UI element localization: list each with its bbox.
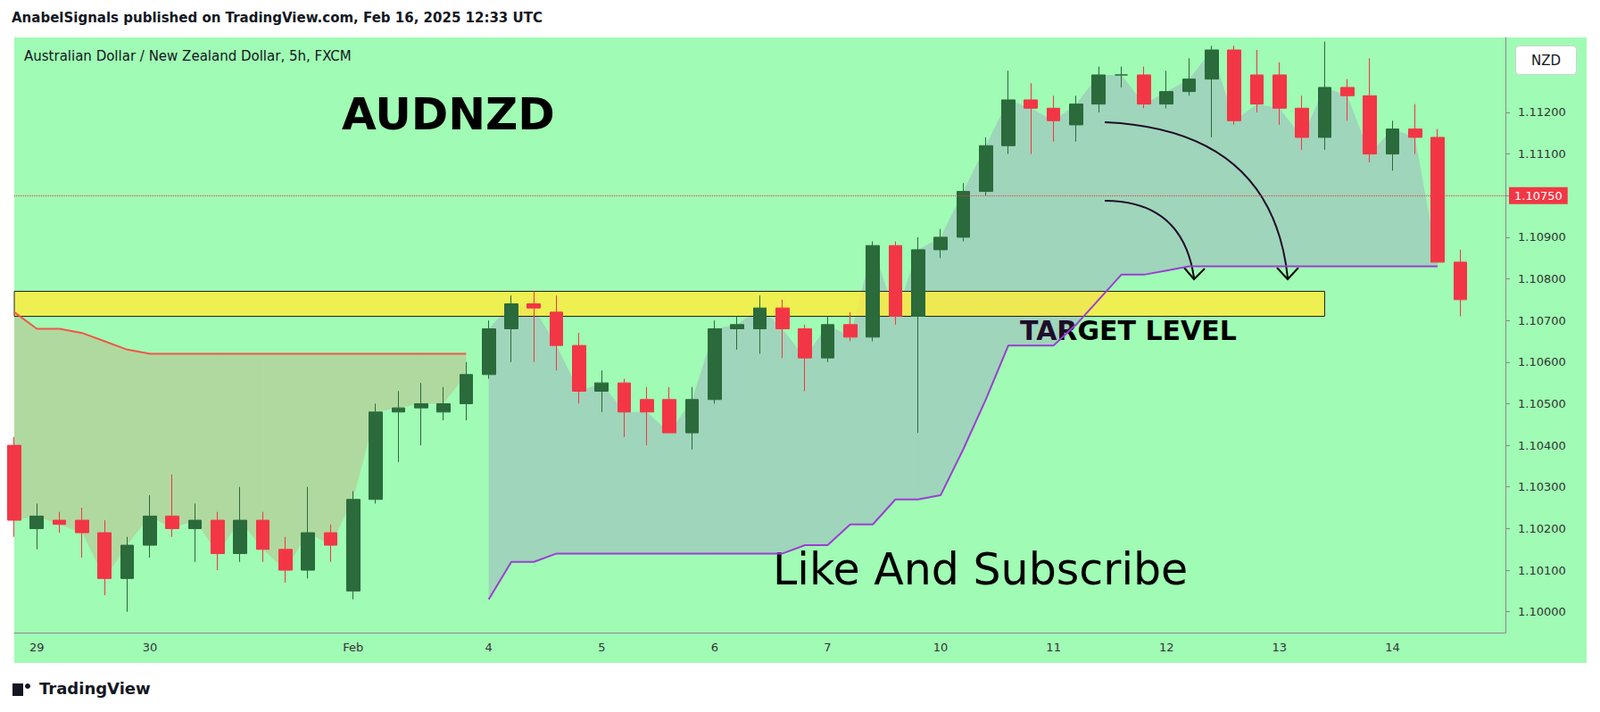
svg-text:1.10200: 1.10200 — [1517, 522, 1567, 536]
svg-text:13: 13 — [1272, 640, 1288, 655]
svg-text:7: 7 — [823, 640, 831, 655]
svg-text:1.11100: 1.11100 — [1517, 147, 1567, 161]
svg-text:Like And Subscribe: Like And Subscribe — [772, 544, 1188, 596]
svg-text:1.10800: 1.10800 — [1517, 272, 1567, 286]
svg-text:1.10400: 1.10400 — [1517, 439, 1567, 453]
svg-text:12: 12 — [1159, 640, 1175, 655]
svg-text:1.10900: 1.10900 — [1517, 230, 1567, 244]
svg-text:5: 5 — [597, 640, 606, 655]
svg-text:NZD: NZD — [1531, 52, 1561, 69]
svg-text:1.10700: 1.10700 — [1517, 314, 1567, 328]
svg-text:4: 4 — [485, 640, 493, 655]
svg-text:TradingView: TradingView — [39, 679, 151, 698]
svg-text:6: 6 — [711, 640, 719, 655]
svg-text:30: 30 — [142, 640, 158, 655]
svg-text:1.11200: 1.11200 — [1517, 105, 1567, 119]
svg-text:1.10100: 1.10100 — [1517, 563, 1567, 578]
svg-text:1.10750: 1.10750 — [1514, 189, 1563, 203]
svg-text:11: 11 — [1045, 640, 1062, 655]
svg-text:AUDNZD: AUDNZD — [341, 88, 556, 141]
svg-text:14: 14 — [1384, 640, 1401, 655]
svg-text:AnabelSignals published on Tra: AnabelSignals published on TradingView.c… — [11, 9, 543, 26]
svg-text:1.10600: 1.10600 — [1517, 355, 1567, 369]
svg-text:TARGET LEVEL: TARGET LEVEL — [1019, 314, 1237, 346]
svg-text:Feb: Feb — [342, 640, 364, 655]
svg-text:1.10500: 1.10500 — [1517, 397, 1567, 411]
svg-text:10: 10 — [933, 640, 949, 655]
svg-text:1.10300: 1.10300 — [1517, 480, 1567, 494]
svg-text:Australian Dollar / New Zealan: Australian Dollar / New Zealand Dollar, … — [24, 48, 352, 65]
svg-text:29: 29 — [29, 640, 45, 655]
svg-text:1.10000: 1.10000 — [1517, 605, 1567, 619]
